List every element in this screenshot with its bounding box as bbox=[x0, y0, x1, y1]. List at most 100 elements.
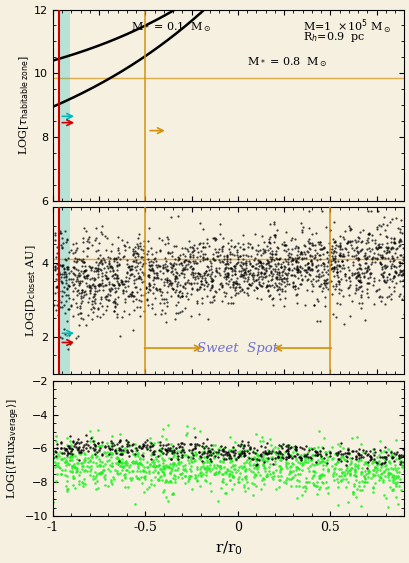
Point bbox=[201, 275, 208, 284]
Point bbox=[69, 467, 75, 476]
Point bbox=[290, 271, 296, 280]
Point bbox=[87, 443, 93, 452]
Point bbox=[257, 450, 263, 459]
Point bbox=[389, 471, 395, 480]
Point bbox=[249, 262, 255, 271]
Point bbox=[353, 256, 360, 265]
Point bbox=[275, 274, 281, 283]
Point bbox=[106, 256, 112, 265]
Point bbox=[346, 471, 352, 480]
Point bbox=[194, 462, 200, 471]
Point bbox=[125, 482, 131, 491]
Point bbox=[297, 450, 304, 459]
Point bbox=[240, 451, 247, 460]
Point bbox=[213, 461, 220, 470]
Point bbox=[63, 455, 70, 464]
Point bbox=[102, 231, 108, 240]
Point bbox=[177, 470, 184, 479]
Point bbox=[162, 262, 168, 271]
Point bbox=[343, 239, 350, 248]
Point bbox=[73, 439, 79, 448]
Point bbox=[213, 449, 220, 458]
Point bbox=[305, 207, 311, 216]
Point bbox=[150, 448, 156, 457]
Point bbox=[326, 448, 333, 457]
Point bbox=[97, 461, 103, 470]
Point bbox=[74, 257, 81, 266]
Point bbox=[71, 439, 78, 448]
Point bbox=[345, 466, 352, 475]
Point bbox=[326, 225, 333, 234]
Point bbox=[112, 444, 119, 453]
Point bbox=[177, 258, 184, 267]
Point bbox=[146, 446, 153, 455]
Point bbox=[319, 444, 326, 453]
Point bbox=[91, 283, 97, 292]
Point bbox=[258, 274, 264, 283]
Point bbox=[52, 457, 58, 466]
Point bbox=[287, 468, 293, 477]
Point bbox=[302, 266, 308, 275]
Point bbox=[255, 279, 262, 288]
Point bbox=[209, 449, 216, 458]
Point bbox=[104, 451, 111, 460]
Point bbox=[235, 450, 241, 459]
Point bbox=[53, 448, 59, 457]
Point bbox=[92, 449, 98, 458]
Point bbox=[317, 238, 323, 247]
Point bbox=[165, 463, 172, 472]
Point bbox=[338, 251, 344, 260]
Point bbox=[146, 279, 152, 288]
Point bbox=[230, 251, 237, 260]
Point bbox=[67, 436, 73, 445]
Point bbox=[271, 456, 277, 465]
Point bbox=[344, 283, 351, 292]
Point bbox=[148, 441, 155, 450]
Point bbox=[85, 462, 92, 471]
Point bbox=[176, 459, 182, 468]
Point bbox=[221, 292, 227, 301]
Point bbox=[274, 471, 281, 480]
Point bbox=[387, 486, 394, 495]
Point bbox=[173, 286, 179, 295]
Text: R$_h$=0.9  pc: R$_h$=0.9 pc bbox=[302, 30, 364, 44]
Point bbox=[138, 460, 144, 469]
Point bbox=[222, 262, 229, 271]
Point bbox=[129, 474, 135, 483]
Point bbox=[224, 269, 230, 278]
Point bbox=[153, 268, 160, 277]
Point bbox=[219, 444, 225, 453]
Point bbox=[265, 260, 272, 269]
Point bbox=[63, 445, 70, 454]
Point bbox=[103, 233, 110, 242]
Point bbox=[274, 451, 280, 460]
Point bbox=[169, 283, 175, 292]
Point bbox=[250, 472, 256, 481]
Point bbox=[164, 267, 170, 276]
Point bbox=[275, 269, 281, 278]
Point bbox=[352, 454, 358, 463]
Point bbox=[298, 254, 304, 263]
Point bbox=[367, 260, 373, 269]
Point bbox=[222, 488, 229, 497]
Point bbox=[259, 436, 265, 445]
Point bbox=[292, 455, 298, 464]
Point bbox=[115, 281, 121, 290]
Point bbox=[395, 237, 401, 246]
Point bbox=[77, 313, 83, 322]
Point bbox=[337, 452, 344, 461]
Point bbox=[82, 455, 88, 464]
Point bbox=[74, 467, 80, 476]
Point bbox=[125, 273, 132, 282]
Point bbox=[268, 453, 275, 462]
Point bbox=[196, 218, 203, 227]
Point bbox=[342, 275, 349, 284]
Point bbox=[249, 274, 256, 283]
Point bbox=[320, 243, 327, 252]
Point bbox=[380, 275, 386, 284]
Point bbox=[61, 449, 67, 458]
Point bbox=[236, 271, 243, 280]
Point bbox=[265, 287, 271, 296]
Point bbox=[395, 467, 401, 476]
Point bbox=[164, 447, 170, 456]
